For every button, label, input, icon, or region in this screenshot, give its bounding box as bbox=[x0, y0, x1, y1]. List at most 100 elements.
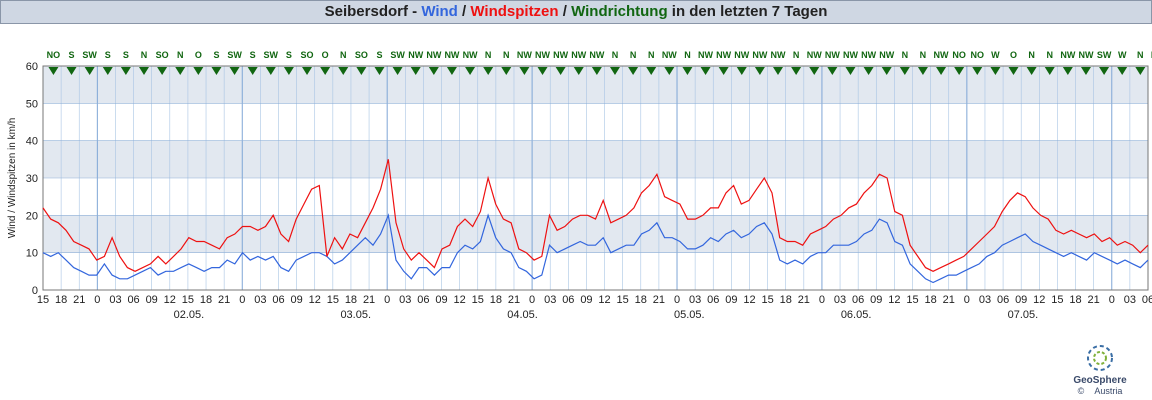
direction-arrow-icon bbox=[211, 67, 222, 75]
direction-label: N bbox=[1137, 50, 1144, 60]
direction-label: SO bbox=[355, 50, 368, 60]
x-tick-label: 12 bbox=[743, 294, 755, 306]
title-sep-1: - bbox=[407, 3, 422, 20]
series-wind-line bbox=[42, 213, 1149, 284]
wind-chart: 15 18 21 0 03 06 09 12 15 18 21 0 03 06 09 12 15 18 21 0 03 0… bbox=[7, 50, 1152, 321]
direction-label: S bbox=[376, 50, 382, 60]
direction-label: NW bbox=[825, 50, 840, 60]
direction-label: N bbox=[684, 50, 691, 60]
day-label: 05.05. bbox=[674, 309, 705, 321]
y-tick-label: 30 bbox=[26, 173, 38, 185]
direction-arrow-icon bbox=[809, 67, 820, 75]
direction-label: NW bbox=[463, 50, 478, 60]
x-tick-label: 12 bbox=[309, 294, 321, 306]
direction-label: N bbox=[177, 50, 184, 60]
direction-label: SW bbox=[227, 50, 242, 60]
direction-arrow-icon bbox=[519, 67, 530, 75]
direction-arrow-icon bbox=[1099, 67, 1110, 75]
direction-label: NW bbox=[934, 50, 949, 60]
direction-arrow-icon bbox=[609, 67, 620, 75]
x-tick-label: 03 bbox=[1124, 294, 1136, 306]
direction-label: NW bbox=[535, 50, 550, 60]
direction-label: N bbox=[793, 50, 800, 60]
direction-label: N bbox=[902, 50, 909, 60]
direction-label: NW bbox=[426, 50, 441, 60]
title-gust: Windspitzen bbox=[470, 3, 559, 20]
x-tick-label: 0 bbox=[384, 294, 390, 306]
direction-arrow-icon bbox=[501, 67, 512, 75]
day-label: 07.05. bbox=[1008, 309, 1039, 321]
direction-label: N bbox=[648, 50, 655, 60]
x-tick-label: 18 bbox=[1069, 294, 1081, 306]
direction-label: SO bbox=[301, 50, 314, 60]
direction-label: S bbox=[213, 50, 219, 60]
y-axis-label: Wind / Windspitzen in km/h bbox=[7, 118, 18, 239]
x-tick-label: 03 bbox=[544, 294, 556, 306]
chart-title: Seibersdorf - Wind / Windspitzen / Windr… bbox=[0, 0, 1152, 24]
x-tick-label: 15 bbox=[472, 294, 484, 306]
x-tick-label: 21 bbox=[653, 294, 665, 306]
direction-arrow-icon bbox=[84, 67, 95, 75]
direction-label: S bbox=[286, 50, 292, 60]
y-tick-label: 60 bbox=[26, 61, 38, 73]
direction-arrow-icon bbox=[1117, 67, 1128, 75]
x-tick-label: 0 bbox=[674, 294, 680, 306]
direction-arrow-icon bbox=[936, 67, 947, 75]
x-tick-label: 06 bbox=[272, 294, 284, 306]
direction-arrow-icon bbox=[120, 67, 131, 75]
direction-arrow-icon bbox=[754, 67, 765, 75]
direction-arrow-icon bbox=[1044, 67, 1055, 75]
x-tick-label: 06 bbox=[562, 294, 574, 306]
direction-label: NW bbox=[861, 50, 876, 60]
direction-label: SW bbox=[264, 50, 279, 60]
direction-arrow-icon bbox=[736, 67, 747, 75]
x-tick-label: 21 bbox=[363, 294, 375, 306]
x-tick-label: 09 bbox=[146, 294, 158, 306]
x-tick-label: 0 bbox=[819, 294, 825, 306]
direction-label: N bbox=[340, 50, 347, 60]
band-0 bbox=[43, 215, 1148, 253]
x-tick-label: 09 bbox=[435, 294, 447, 306]
title-suffix: in den letzten 7 Tagen bbox=[667, 3, 828, 20]
direction-label: NW bbox=[716, 50, 731, 60]
direction-arrow-icon bbox=[374, 67, 385, 75]
direction-label: SW bbox=[1097, 50, 1112, 60]
x-tick-label: 0 bbox=[94, 294, 100, 306]
title-sep-2: / bbox=[457, 3, 471, 20]
direction-label: NW bbox=[843, 50, 858, 60]
x-tick-label: 18 bbox=[200, 294, 212, 306]
direction-arrow-icon bbox=[917, 67, 928, 75]
direction-label: O bbox=[1010, 50, 1017, 60]
title-sep-3: / bbox=[558, 3, 572, 20]
direction-arrow-icon bbox=[483, 67, 494, 75]
direction-arrow-icon bbox=[102, 67, 113, 75]
x-tick-label: 06 bbox=[997, 294, 1009, 306]
direction-label: NO bbox=[971, 50, 985, 60]
direction-label: N bbox=[485, 50, 492, 60]
direction-label: NW bbox=[734, 50, 749, 60]
x-tick-label: 15 bbox=[37, 294, 49, 306]
direction-arrow-icon bbox=[465, 67, 476, 75]
day-label: 06.05. bbox=[841, 309, 872, 321]
direction-arrow-icon bbox=[1026, 67, 1037, 75]
direction-arrow-icon bbox=[954, 67, 965, 75]
x-tick-label: 09 bbox=[725, 294, 737, 306]
x-tick-label: 12 bbox=[164, 294, 176, 306]
x-tick-label: 03 bbox=[399, 294, 411, 306]
title-dir: Windrichtung bbox=[571, 3, 668, 20]
x-tick-label: 06 bbox=[127, 294, 139, 306]
x-tick-label: 15 bbox=[182, 294, 194, 306]
x-tick-label: 09 bbox=[290, 294, 302, 306]
direction-label: N bbox=[1046, 50, 1053, 60]
x-tick-label: 06 bbox=[417, 294, 429, 306]
direction-label: NW bbox=[807, 50, 822, 60]
x-tick-label: 18 bbox=[55, 294, 67, 306]
direction-arrow-icon bbox=[265, 67, 276, 75]
y-tick-label: 0 bbox=[32, 285, 38, 297]
x-tick-label: 15 bbox=[761, 294, 773, 306]
direction-label: O bbox=[195, 50, 202, 60]
direction-arrow-icon bbox=[990, 67, 1001, 75]
logo-sub: Austria bbox=[1094, 386, 1123, 396]
series-gust-line bbox=[42, 159, 1149, 272]
direction-label: N bbox=[630, 50, 637, 60]
